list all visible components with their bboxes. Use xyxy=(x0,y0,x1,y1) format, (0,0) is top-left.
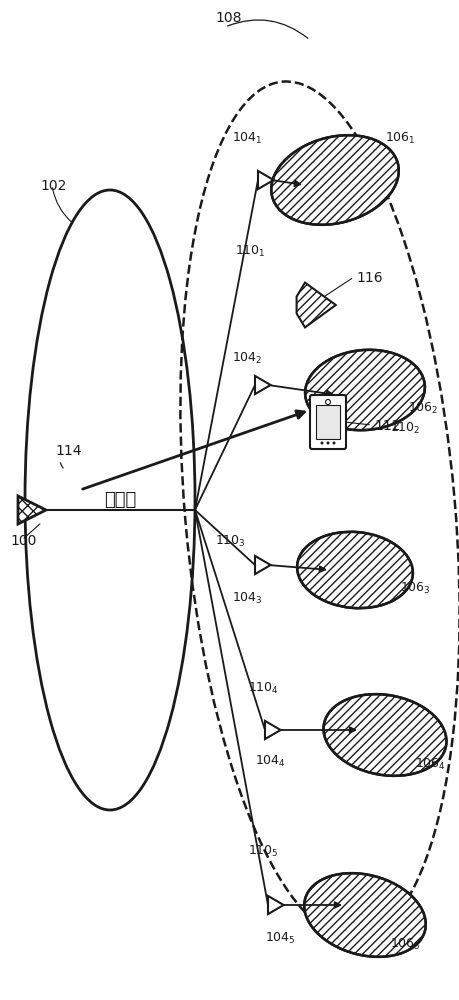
Text: 108: 108 xyxy=(214,11,241,25)
Ellipse shape xyxy=(297,532,412,608)
Text: 宏小区: 宏小区 xyxy=(104,491,136,509)
Text: 106$_{3}$: 106$_{3}$ xyxy=(399,581,430,596)
Polygon shape xyxy=(18,496,46,524)
Text: 110$_{1}$: 110$_{1}$ xyxy=(235,244,265,259)
Text: 100: 100 xyxy=(10,534,36,548)
Ellipse shape xyxy=(323,694,446,776)
Circle shape xyxy=(320,442,323,444)
Text: 106$_{1}$: 106$_{1}$ xyxy=(384,131,415,146)
Circle shape xyxy=(326,442,329,444)
Text: 112: 112 xyxy=(373,419,400,433)
Ellipse shape xyxy=(271,135,398,225)
FancyBboxPatch shape xyxy=(309,395,345,449)
Text: 106$_{5}$: 106$_{5}$ xyxy=(389,937,420,952)
Text: 102: 102 xyxy=(40,179,66,193)
Circle shape xyxy=(332,442,335,444)
Text: 104$_{1}$: 104$_{1}$ xyxy=(231,131,262,146)
Ellipse shape xyxy=(304,350,424,430)
Text: 110$_{5}$: 110$_{5}$ xyxy=(247,844,278,859)
Text: 110$_{2}$: 110$_{2}$ xyxy=(389,421,420,436)
Text: 104$_{4}$: 104$_{4}$ xyxy=(254,754,285,769)
Text: 116: 116 xyxy=(355,271,382,285)
Text: 110$_{3}$: 110$_{3}$ xyxy=(214,534,245,549)
Ellipse shape xyxy=(303,873,425,957)
Text: 110$_{4}$: 110$_{4}$ xyxy=(247,681,278,696)
Bar xyxy=(315,405,339,439)
Text: 106$_{2}$: 106$_{2}$ xyxy=(407,401,437,416)
Text: 104$_{2}$: 104$_{2}$ xyxy=(231,351,262,366)
Text: 104$_{3}$: 104$_{3}$ xyxy=(231,591,262,606)
Polygon shape xyxy=(296,283,335,327)
Text: 114: 114 xyxy=(55,444,81,458)
Text: 106$_{4}$: 106$_{4}$ xyxy=(414,757,445,772)
Text: 104$_{5}$: 104$_{5}$ xyxy=(264,931,295,946)
